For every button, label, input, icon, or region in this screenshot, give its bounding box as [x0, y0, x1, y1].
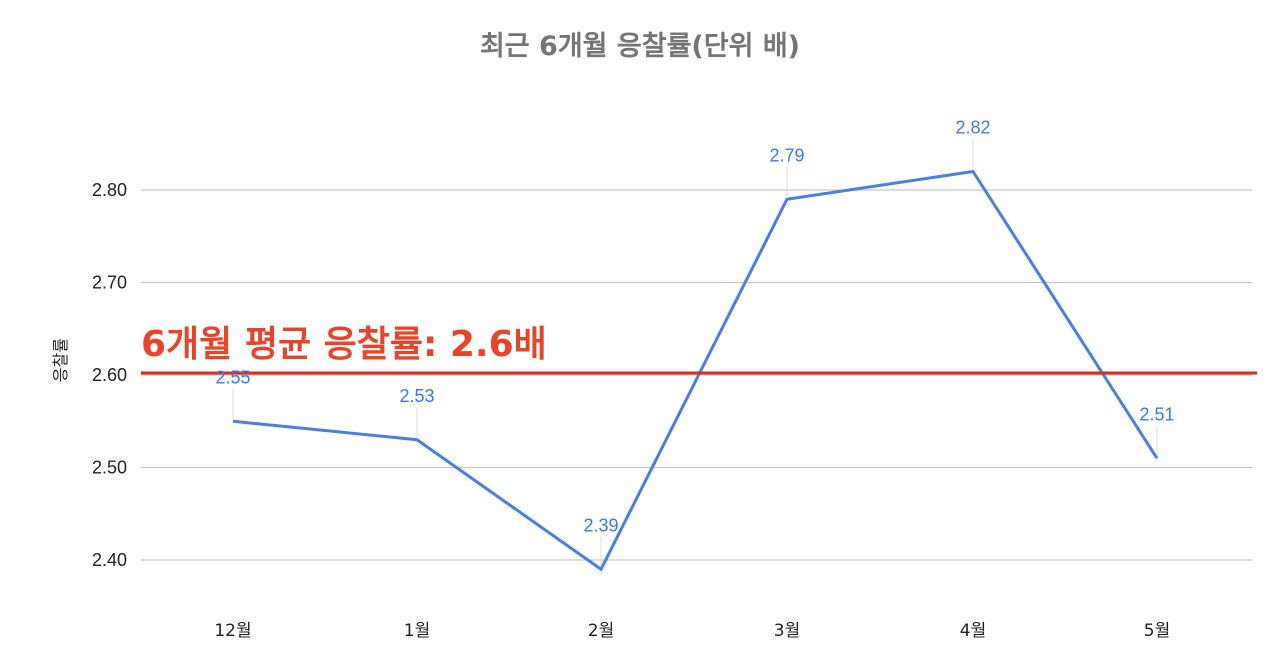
y-axis-ticks: 2.40 2.50 2.60 2.70 2.80 [92, 180, 127, 570]
y-axis-title: 응찰률 [51, 338, 70, 382]
x-tick-label: 1월 [404, 621, 430, 641]
average-label: 6개월 평균 응찰률: 2.6배 [141, 324, 547, 365]
average-line-annotation: 6개월 평균 응찰률: 2.6배 [141, 324, 1257, 375]
x-axis-ticks: 12월 1월 2월 3월 4월 5월 [214, 621, 1170, 641]
x-tick-label: 5월 [1144, 621, 1170, 641]
data-label: 2.39 [583, 515, 618, 535]
gridlines [141, 189, 1252, 561]
y-tick-label: 2.60 [92, 365, 127, 385]
x-tick-label: 2월 [588, 621, 614, 641]
data-label-leaders [232, 139, 1158, 567]
data-labels: 2.55 2.53 2.39 2.79 2.82 2.51 [215, 118, 1174, 536]
x-tick-label: 12월 [214, 621, 251, 641]
y-tick-label: 2.80 [92, 180, 127, 200]
series-line [232, 169, 1159, 572]
chart-title: 최근 6개월 응찰률(단위 배) [480, 31, 800, 62]
data-label: 2.53 [399, 386, 434, 406]
y-tick-label: 2.40 [92, 550, 127, 570]
data-label: 2.79 [769, 145, 804, 165]
data-label: 2.55 [215, 367, 250, 387]
y-tick-label: 2.50 [92, 458, 127, 478]
series-polyline [232, 169, 1159, 572]
y-tick-label: 2.70 [92, 273, 127, 293]
data-label: 2.51 [1139, 404, 1174, 424]
x-tick-label: 3월 [774, 621, 800, 641]
data-label: 2.82 [955, 118, 990, 138]
x-tick-label: 4월 [960, 621, 986, 641]
